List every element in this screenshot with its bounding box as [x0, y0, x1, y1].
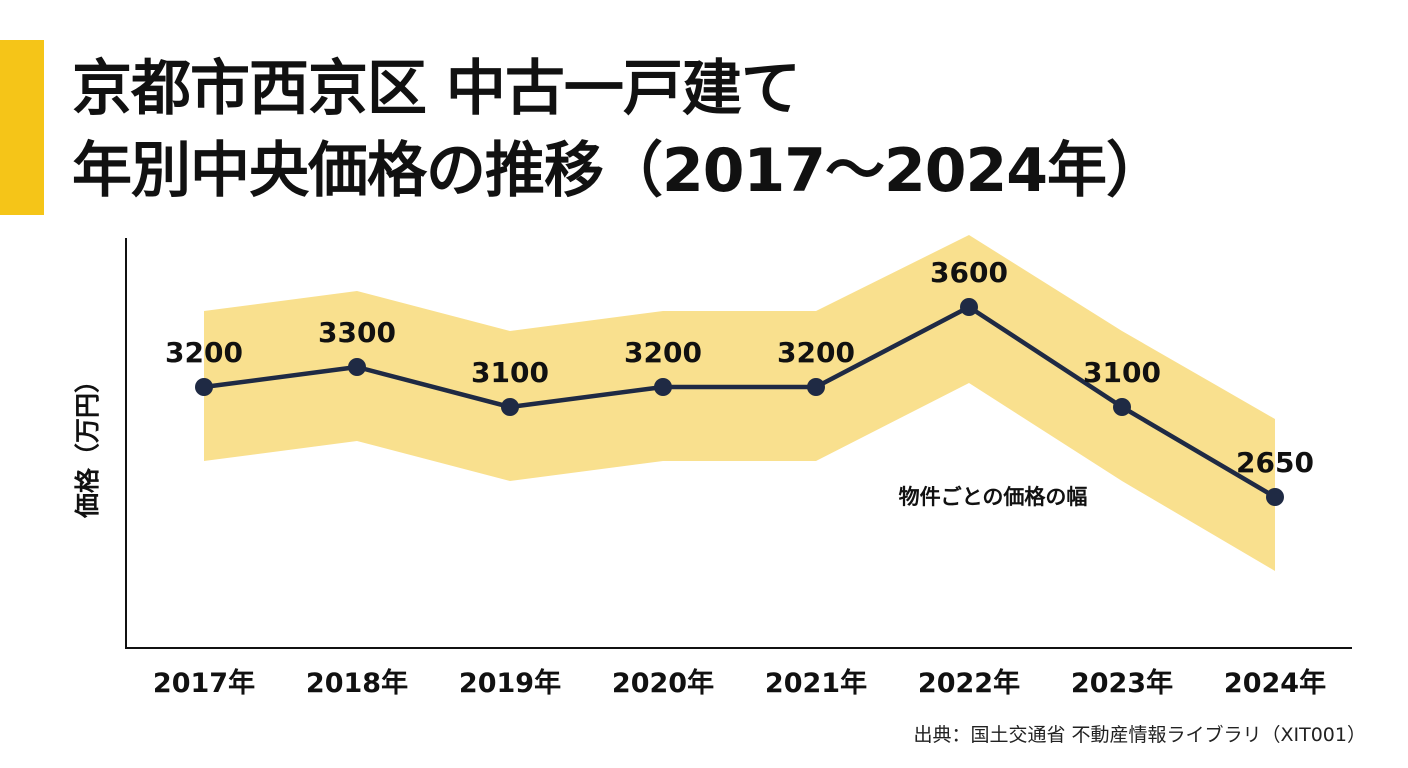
data-label: 3300	[318, 316, 396, 349]
data-point	[654, 378, 672, 396]
price-range-band	[204, 235, 1275, 571]
data-label: 3200	[624, 336, 702, 369]
y-axis-label: 価格（万円）	[73, 368, 102, 519]
data-point	[501, 398, 519, 416]
data-point	[348, 358, 366, 376]
axis-layer: 価格（万円）	[73, 238, 1352, 649]
price-range-band-layer	[204, 235, 1275, 571]
data-point	[1113, 398, 1131, 416]
source-note: 出典：国土交通省 不動産情報ライブラリ（XIT001）	[913, 724, 1366, 746]
data-label: 3200	[165, 336, 243, 369]
data-label: 3100	[471, 356, 549, 389]
price-range-band-label: 物件ごとの価格の幅	[899, 485, 1088, 509]
x-tick-label: 2019年	[459, 667, 561, 699]
data-label: 3200	[777, 336, 855, 369]
x-tick-label: 2021年	[765, 667, 867, 699]
data-point	[807, 378, 825, 396]
accent-bar	[0, 40, 44, 215]
data-label: 3600	[930, 256, 1008, 289]
chart-title: 京都市西京区 中古一戸建て 年別中央価格の推移（2017〜2024年）	[72, 48, 1166, 212]
x-tick-label: 2024年	[1224, 667, 1326, 699]
data-point	[960, 298, 978, 316]
data-point	[1266, 488, 1284, 506]
data-label: 3100	[1083, 356, 1161, 389]
chart-title-line-1: 京都市西京区 中古一戸建て	[72, 54, 801, 124]
x-tick-label: 2018年	[306, 667, 408, 699]
x-tick-label: 2020年	[612, 667, 714, 699]
x-tick-label: 2017年	[153, 667, 255, 699]
series-line	[201, 304, 1278, 500]
x-tick-label: 2022年	[918, 667, 1020, 699]
data-point	[195, 378, 213, 396]
chart-title-line-2: 年別中央価格の推移（2017〜2024年）	[72, 136, 1166, 206]
x-tick-label: 2023年	[1071, 667, 1173, 699]
series-line-layer	[195, 298, 1284, 506]
label-layer: 物件ごとの価格の幅 3200 2017年 3300 2018年 3100 2019年 3200…	[153, 256, 1326, 699]
data-label: 2650	[1236, 446, 1314, 479]
